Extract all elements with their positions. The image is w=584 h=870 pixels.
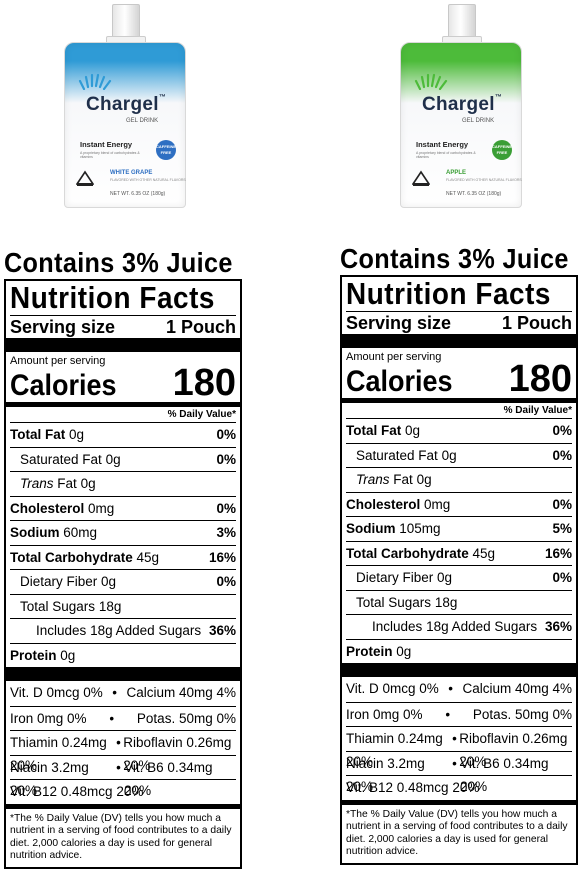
nutrient-row-sodium: Sodium 105mg 5% [346,516,572,541]
vitamin-row: Vit. D 0mcg 0% • Calcium 40mg 4% [10,685,236,700]
vitamin-row: Iron 0mg 0% • Potas. 50mg 0% [10,705,236,731]
daily-value-footnote: *The % Daily Value (DV) tells you how mu… [346,808,568,858]
flavor-desc: FLAVORED WITH OTHER NATURAL FLAVORS [110,178,186,182]
serving-size-label: Serving size [346,313,452,333]
calories-value: 180 [172,362,236,404]
amount-per-serving: Amount per serving [10,355,106,367]
vitamin-row: Iron 0mg 0% • Potas. 50mg 0% [346,701,572,727]
sunburst-logo-icon [78,73,112,90]
flavor-name: APPLE [446,170,467,176]
net-weight: NET WT. 6.35 OZ (180g) [110,191,166,197]
nutrient-row-dietary-fiber: Dietary Fiber 0g 0% [346,565,572,590]
juice-content-heading: Contains 3% Juice [4,247,233,278]
nutrient-row-total-sugars: Total Sugars 18g [10,593,236,619]
serving-size-value: 1 Pouch [501,313,572,333]
nutrient-row-dietary-fiber: Dietary Fiber 0g 0% [10,569,236,594]
vitamin-row: Vit. D 0mcg 0% • Calcium 40mg 4% [346,681,572,696]
nutrition-facts-title: Nutrition Facts [346,276,551,311]
flavor-desc: FLAVORED WITH OTHER NATURAL FLAVORS [446,178,522,182]
vitamin-row: Niacin 3.2mg 20% • Vit. B6 0.34mg 20% [346,750,572,794]
nutrient-row-total-carbohydrate: Total Carbohydrate 45g 16% [10,544,236,570]
nutrient-row-saturated-fat: Saturated Fat 0g 0% [10,446,236,472]
product-subtitle: GEL DRINK [462,118,495,124]
calories-row: Calories 180 [346,358,572,400]
nutrient-row-total-fat: Total Fat 0g 0% [346,418,572,443]
serving-size-row: Serving size 1 Pouch [10,316,236,338]
vitamin-row: Niacin 3.2mg 20% • Vit. B6 0.34mg 20% [10,754,236,798]
morinaga-logo-icon [76,170,94,186]
morinaga-logo-icon [412,170,430,186]
nutrient-row-total-sugars: Total Sugars 18g [346,589,572,615]
vitamin-row: Thiamin 0.24mg 20% • Riboflavin 0.26mg 20% [10,730,236,773]
product-tagline: Instant Energy [416,140,469,149]
product-tagline: Instant Energy [80,140,133,149]
nutrient-row-saturated-fat: Saturated Fat 0g 0% [346,442,572,468]
nutrition-label-white-grape: Contains 3% Juice Nutrition Facts Servin… [4,247,242,869]
juice-content-heading: Contains 3% Juice [340,243,569,274]
pouch-body [64,42,186,208]
product-pouch-apple: Chargel™ GEL DRINK Instant Energy A prop… [398,0,524,210]
sunburst-logo-icon [414,73,448,90]
calories-label: Calories [10,369,117,402]
daily-value-header: % Daily Value* [503,405,572,416]
serving-size-row: Serving size 1 Pouch [346,312,572,334]
brand-name: Chargel™ [86,94,167,115]
nutrient-row-total-fat: Total Fat 0g 0% [10,422,236,447]
nutrient-row-total-carbohydrate: Total Carbohydrate 45g 16% [346,540,572,566]
nutrition-facts-panel: Nutrition Facts Serving size 1 Pouch Amo… [340,275,578,865]
nutrient-row-sodium: Sodium 60mg 3% [10,520,236,545]
product-pouch-white-grape: Chargel™ GEL DRINK Instant Energy A prop… [62,0,188,210]
product-subtitle: GEL DRINK [126,118,159,124]
nutrient-row-cholesterol: Cholesterol 0mg 0% [10,495,236,521]
brand-name: Chargel™ [422,94,503,115]
nutrient-row-added-sugars: Includes 18g Added Sugars 36% [10,618,236,643]
calories-row: Calories 180 [10,362,236,404]
nutrition-facts-title: Nutrition Facts [10,280,215,315]
product-tagline-desc: A proprietary blend of carbohydrates & v… [80,151,140,159]
vitamins-minerals: Vit. D 0mcg 0% • Calcium 40mg 4% Iron 0mg … [10,681,236,804]
vitamin-row: Vit. B12 0.48mcg 20% [10,779,236,804]
caffeine-free-badge: CAFFEINE FREE [492,140,512,160]
daily-value-header: % Daily Value* [167,409,236,420]
serving-size-label: Serving size [10,317,116,337]
daily-value-footnote: *The % Daily Value (DV) tells you how mu… [10,812,232,862]
vitamin-row: Thiamin 0.24mg 20% • Riboflavin 0.26mg 20% [346,726,572,769]
nutrient-row-trans-fat: Trans Fat 0g [346,467,572,492]
pouch-body [400,42,522,208]
calories-value: 180 [508,358,572,400]
product-tagline-desc: A proprietary blend of carbohydrates & v… [416,151,476,159]
nutrition-label-apple: Contains 3% Juice Nutrition Facts Servin… [340,243,578,865]
caffeine-free-badge: CAFFEINE FREE [156,140,176,160]
nutrition-facts-panel: Nutrition Facts Serving size 1 Pouch Amo… [4,279,242,869]
nutrient-row-cholesterol: Cholesterol 0mg 0% [346,491,572,517]
amount-per-serving: Amount per serving [346,351,442,363]
vitamin-row: Vit. B12 0.48mcg 20% [346,775,572,800]
flavor-name: WHITE GRAPE [110,170,153,176]
nutrient-row-trans-fat: Trans Fat 0g [10,471,236,496]
nutrient-row-protein: Protein 0g [10,642,236,668]
calories-label: Calories [346,365,453,398]
vitamins-minerals: Vit. D 0mcg 0% • Calcium 40mg 4% Iron 0mg … [346,677,572,800]
serving-size-value: 1 Pouch [165,317,236,337]
nutrient-row-added-sugars: Includes 18g Added Sugars 36% [346,614,572,639]
nutrient-row-protein: Protein 0g [346,638,572,664]
net-weight: NET WT. 6.35 OZ (180g) [446,191,502,197]
